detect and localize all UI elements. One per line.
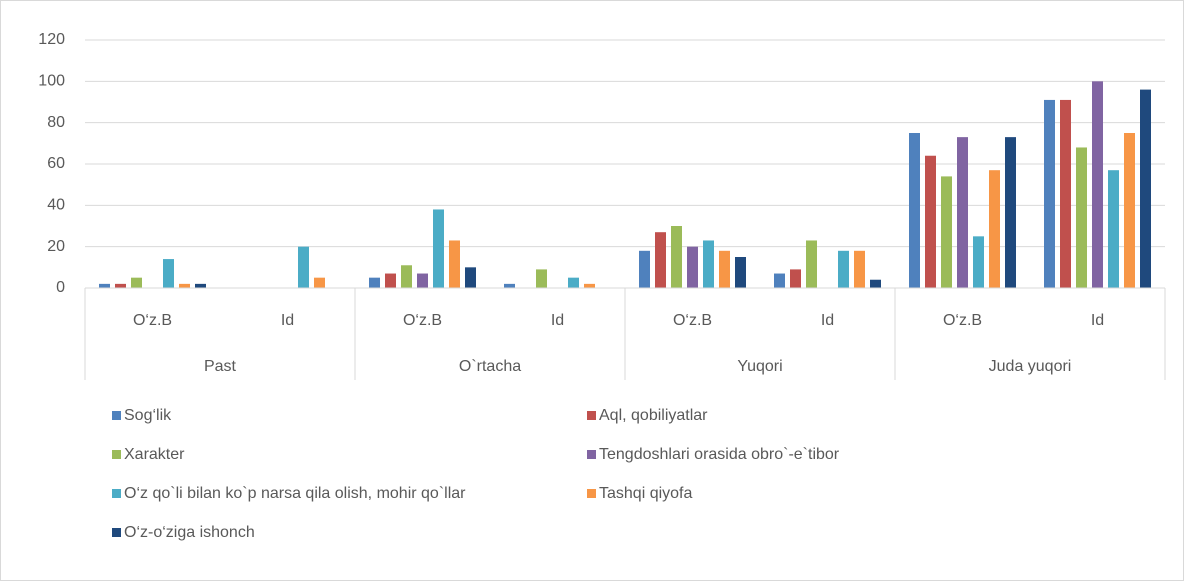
x-tick-label: O‘z.B [673, 312, 712, 329]
bar [401, 265, 412, 288]
group-label: Juda yuqori [989, 358, 1072, 375]
bar [671, 226, 682, 288]
bar [639, 250, 650, 288]
bar [131, 277, 142, 288]
y-tick-label: 120 [38, 31, 65, 48]
x-tick-label: Id [1091, 312, 1104, 329]
bar [568, 277, 579, 288]
bar [925, 155, 936, 288]
bar [909, 133, 920, 288]
y-tick-label: 60 [47, 155, 65, 172]
bar [314, 277, 325, 288]
legend-label: Sog‘lik [124, 407, 172, 424]
bar [369, 277, 380, 288]
y-tick-label: 40 [47, 197, 65, 214]
legend-label: Tengdoshlari orasida obro`-e`tibor [599, 446, 840, 463]
legend-swatch [112, 489, 121, 498]
x-tick-label: O‘z.B [403, 312, 442, 329]
x-tick-label: O‘z.B [943, 312, 982, 329]
bar [195, 283, 206, 288]
bar [1108, 170, 1119, 288]
x-tick-label: Id [821, 312, 834, 329]
bar [115, 283, 126, 288]
bar [163, 259, 174, 288]
bar [1076, 147, 1087, 288]
bar [870, 279, 881, 288]
bar [774, 273, 785, 288]
bar [433, 209, 444, 288]
bar [655, 232, 666, 288]
group-label: Past [204, 358, 237, 375]
legend-label: O‘z-o‘ziga ishonch [124, 524, 255, 541]
bar [703, 240, 714, 288]
legend-swatch [112, 450, 121, 459]
bar [854, 250, 865, 288]
bar [989, 170, 1000, 288]
bar [973, 236, 984, 288]
y-tick-label: 100 [38, 73, 65, 90]
bar [1140, 89, 1151, 288]
bar [584, 283, 595, 288]
bar [1060, 99, 1071, 288]
bar [536, 269, 547, 288]
bar [385, 273, 396, 288]
x-tick-label: Id [551, 312, 564, 329]
x-tick-label: Id [281, 312, 294, 329]
x-tick-label: O‘z.B [133, 312, 172, 329]
bar [838, 250, 849, 288]
bar [957, 137, 968, 288]
bar [298, 246, 309, 288]
bar [1124, 133, 1135, 288]
bar [465, 267, 476, 288]
bar [417, 273, 428, 288]
legend-label: Aql, qobiliyatlar [599, 407, 708, 424]
bar [1044, 99, 1055, 288]
y-tick-label: 80 [47, 114, 65, 131]
bar [504, 283, 515, 288]
bar [687, 246, 698, 288]
legend-label: Xarakter [124, 446, 185, 463]
bar [99, 283, 110, 288]
bar [179, 283, 190, 288]
bar [719, 250, 730, 288]
group-label: O`rtacha [459, 358, 521, 375]
legend-swatch [587, 450, 596, 459]
bar [1005, 137, 1016, 288]
legend-label: O‘z qo`li bilan ko`p narsa qila olish, m… [124, 485, 466, 502]
group-label: Yuqori [737, 358, 782, 375]
y-tick-label: 0 [56, 279, 65, 296]
legend-label: Tashqi qiyofa [599, 485, 692, 502]
legend-swatch [587, 411, 596, 420]
bar [790, 269, 801, 288]
y-tick-label: 20 [47, 238, 65, 255]
bar [941, 176, 952, 288]
bar [806, 240, 817, 288]
bar [735, 257, 746, 288]
bar [1092, 81, 1103, 288]
legend-swatch [112, 528, 121, 537]
bar [449, 240, 460, 288]
legend-swatch [112, 411, 121, 420]
legend-swatch [587, 489, 596, 498]
